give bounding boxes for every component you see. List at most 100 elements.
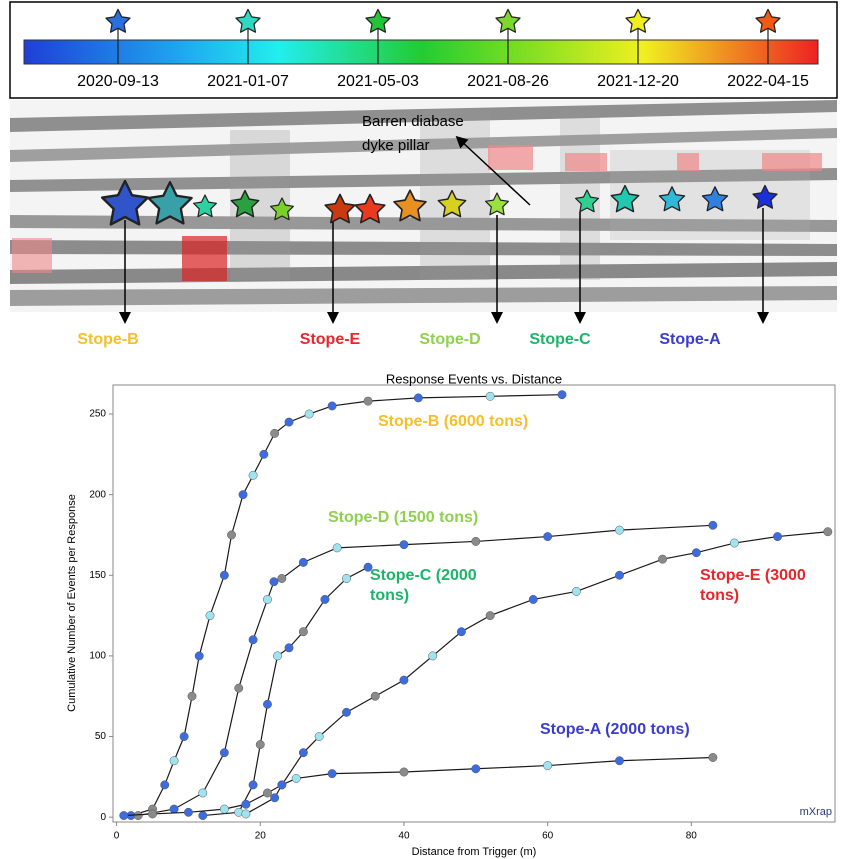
data-point bbox=[472, 765, 480, 773]
data-point bbox=[278, 574, 286, 582]
data-point bbox=[428, 652, 436, 660]
data-point bbox=[227, 531, 235, 539]
data-point bbox=[249, 471, 257, 479]
data-point bbox=[270, 429, 278, 437]
data-point bbox=[321, 595, 329, 603]
data-point bbox=[273, 652, 281, 660]
data-point bbox=[400, 676, 408, 684]
data-point bbox=[543, 532, 551, 540]
x-tick-label: 40 bbox=[398, 831, 410, 842]
x-tick-label: 0 bbox=[114, 831, 120, 842]
x-tick-label: 20 bbox=[255, 831, 267, 842]
data-point bbox=[134, 811, 142, 819]
y-axis-label: Cumulative Number of Events per Response bbox=[66, 494, 78, 712]
data-point bbox=[615, 757, 623, 765]
data-point bbox=[199, 789, 207, 797]
series-line bbox=[203, 567, 368, 815]
data-point bbox=[292, 774, 300, 782]
x-tick-label: 80 bbox=[686, 831, 698, 842]
data-point bbox=[543, 761, 551, 769]
data-point bbox=[242, 800, 250, 808]
data-point bbox=[239, 490, 247, 498]
data-point bbox=[400, 768, 408, 776]
data-point bbox=[256, 740, 264, 748]
data-point bbox=[730, 539, 738, 547]
annotation: Barren diabase bbox=[362, 113, 464, 130]
data-point bbox=[371, 692, 379, 700]
colorbar bbox=[24, 40, 818, 64]
colorbar-label: 2021-08-26 bbox=[467, 73, 549, 90]
data-point bbox=[170, 805, 178, 813]
data-point bbox=[285, 644, 293, 652]
colorbar-label: 2021-12-20 bbox=[597, 73, 679, 90]
data-point bbox=[249, 781, 257, 789]
watermark: mXrap bbox=[800, 806, 832, 818]
data-point bbox=[615, 526, 623, 534]
data-point bbox=[342, 708, 350, 716]
data-point bbox=[148, 810, 156, 818]
series-annotation: Stope-C (2000 tons) bbox=[370, 566, 490, 606]
y-tick-label: 50 bbox=[95, 731, 107, 742]
stope-label: Stope-E bbox=[300, 331, 361, 348]
data-point bbox=[709, 753, 717, 761]
data-point bbox=[180, 732, 188, 740]
series-line bbox=[124, 757, 713, 815]
stope-label: Stope-C bbox=[529, 331, 591, 348]
stope-label: Stope-A bbox=[659, 331, 721, 348]
data-point bbox=[486, 611, 494, 619]
data-point bbox=[472, 537, 480, 545]
data-point bbox=[161, 781, 169, 789]
data-point bbox=[242, 810, 250, 818]
data-point bbox=[260, 450, 268, 458]
y-tick-label: 200 bbox=[89, 489, 106, 500]
data-point bbox=[364, 397, 372, 405]
y-tick-label: 250 bbox=[89, 409, 106, 420]
data-point bbox=[220, 805, 228, 813]
data-point bbox=[486, 392, 494, 400]
data-point bbox=[195, 652, 203, 660]
data-point bbox=[120, 811, 128, 819]
x-axis-label: Distance from Trigger (m) bbox=[412, 846, 537, 858]
data-point bbox=[278, 781, 286, 789]
colorbar-label: 2021-01-07 bbox=[207, 73, 289, 90]
stope-label: Stope-B bbox=[77, 331, 138, 348]
data-point bbox=[220, 571, 228, 579]
data-point bbox=[658, 555, 666, 563]
data-point bbox=[615, 571, 623, 579]
data-point bbox=[170, 757, 178, 765]
data-point bbox=[824, 528, 832, 536]
data-point bbox=[529, 595, 537, 603]
data-point bbox=[414, 394, 422, 402]
data-point bbox=[299, 748, 307, 756]
data-point bbox=[305, 410, 313, 418]
data-point bbox=[206, 611, 214, 619]
mine-scene: Barren diabase dyke pillar bbox=[10, 100, 837, 318]
data-point bbox=[184, 808, 192, 816]
x-tick-label: 60 bbox=[542, 831, 554, 842]
data-point bbox=[572, 587, 580, 595]
annotation: dyke pillar bbox=[362, 137, 430, 154]
y-tick-label: 150 bbox=[89, 570, 106, 581]
data-point bbox=[333, 544, 341, 552]
chart-title: Response Events vs. Distance bbox=[386, 371, 562, 386]
data-point bbox=[400, 540, 408, 548]
data-point bbox=[220, 748, 228, 756]
colorbar-label: 2020-09-13 bbox=[77, 73, 159, 90]
data-point bbox=[773, 532, 781, 540]
data-point bbox=[270, 794, 278, 802]
data-point bbox=[709, 521, 717, 529]
data-point bbox=[315, 732, 323, 740]
data-point bbox=[263, 700, 271, 708]
data-point bbox=[235, 684, 243, 692]
data-point bbox=[263, 595, 271, 603]
y-tick-label: 0 bbox=[100, 812, 106, 823]
series-line bbox=[131, 395, 562, 816]
colorbar-label: 2022-04-15 bbox=[727, 73, 809, 90]
data-point bbox=[328, 769, 336, 777]
stope-label: Stope-D bbox=[419, 331, 480, 348]
data-point bbox=[342, 574, 350, 582]
data-point bbox=[299, 558, 307, 566]
data-point bbox=[270, 578, 278, 586]
colorbar-label: 2021-05-03 bbox=[337, 73, 419, 90]
data-point bbox=[285, 418, 293, 426]
